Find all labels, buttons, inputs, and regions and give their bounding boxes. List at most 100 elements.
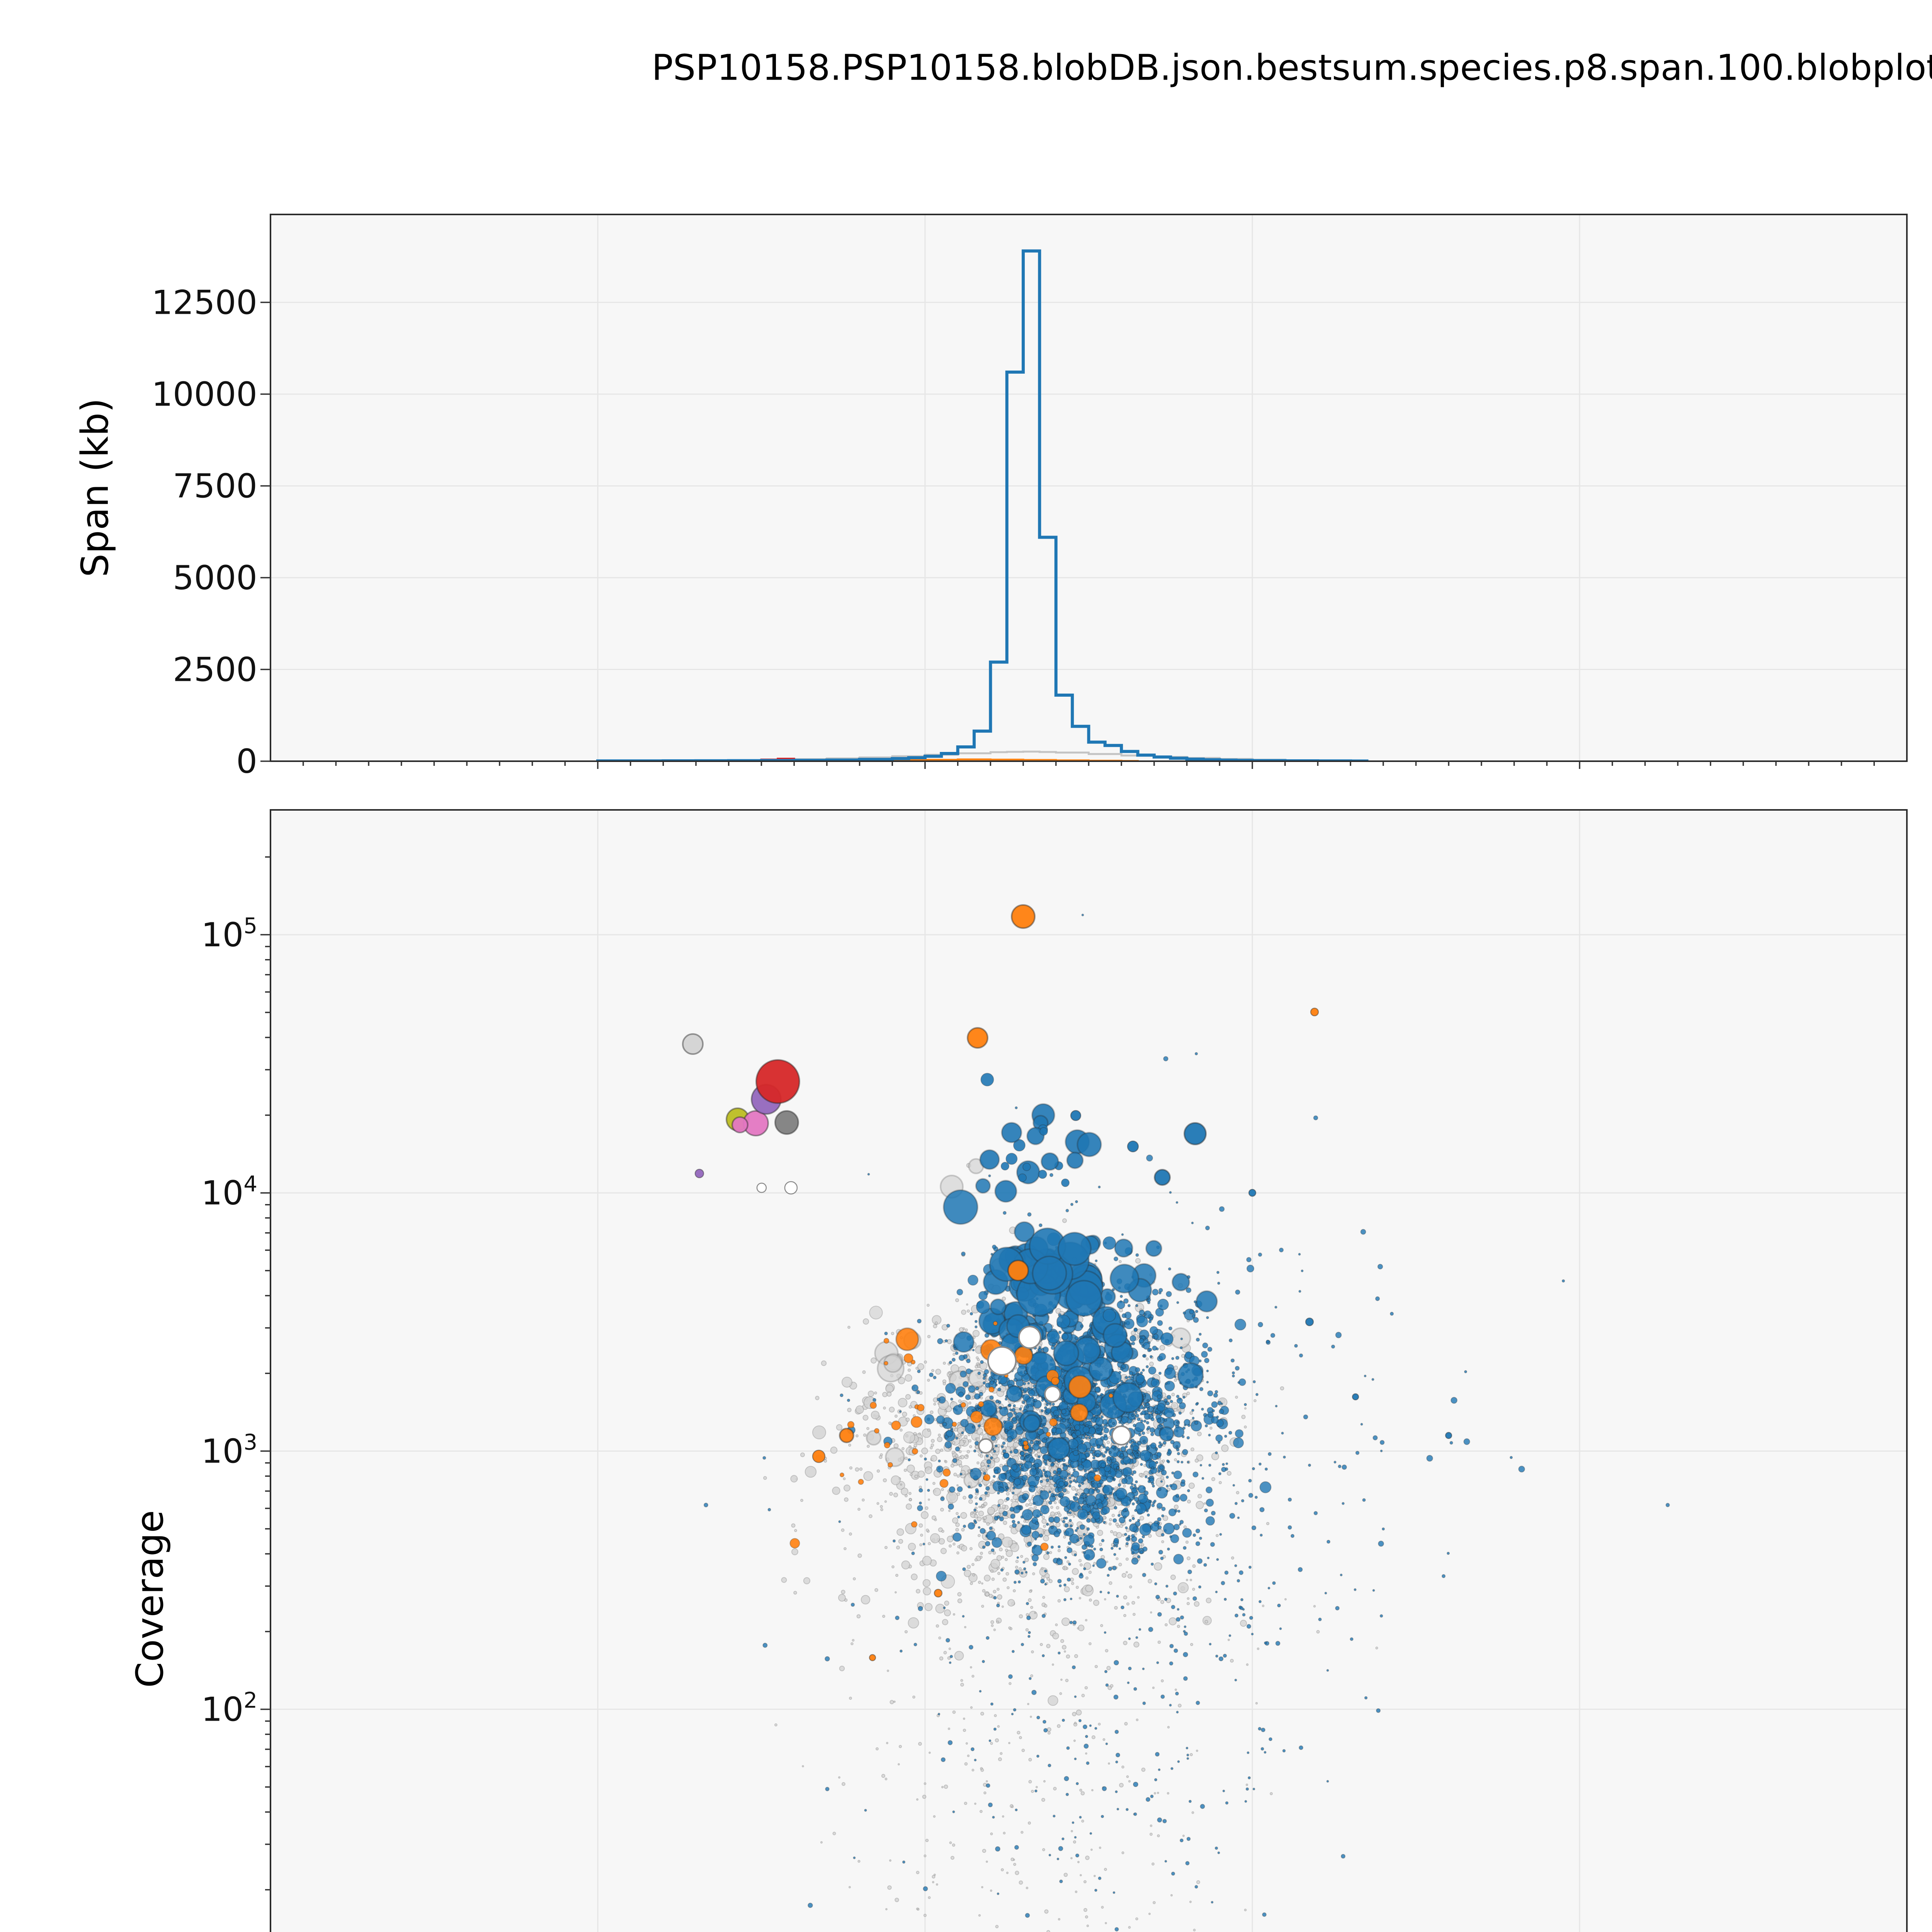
blob-point [1139, 1338, 1144, 1344]
blob-point [1020, 1455, 1025, 1461]
blob-point [1013, 1449, 1019, 1454]
blob-point [1195, 1402, 1199, 1406]
blob-point [1126, 1602, 1130, 1606]
blob-point [1131, 1517, 1135, 1520]
blob-point [1019, 1614, 1023, 1619]
blob-point [882, 1392, 888, 1397]
blob-point [1113, 1553, 1116, 1556]
blob-point [948, 1647, 951, 1650]
blob-point [1026, 1405, 1029, 1408]
blob-point [1170, 1574, 1176, 1580]
blob-point [1049, 1551, 1052, 1554]
blob-point [1027, 1703, 1029, 1705]
blob-point [1085, 1915, 1088, 1919]
blob-point [1144, 1413, 1151, 1420]
blob-point [916, 1871, 920, 1874]
blob-point [1239, 1606, 1244, 1611]
blob-point [931, 1369, 935, 1372]
blob-point [998, 1473, 1007, 1481]
blob-point [1141, 1335, 1146, 1340]
blob-point [1058, 1918, 1061, 1921]
blob-point [866, 1430, 882, 1446]
blob-point [995, 1846, 1000, 1852]
blob-point [1083, 1567, 1087, 1571]
blob-point [1221, 1467, 1226, 1472]
blob-point [981, 1504, 985, 1508]
blob-point [1129, 1371, 1133, 1376]
blob-point [1096, 1558, 1107, 1569]
blob-point [858, 1479, 864, 1485]
blob-point [1228, 1338, 1233, 1343]
blob-point [1183, 1546, 1187, 1550]
blob-point [1299, 1745, 1303, 1750]
blob-point [893, 1701, 896, 1703]
blob-point [1195, 1310, 1199, 1313]
tick-base: 10 [201, 1432, 243, 1471]
blob-point [1251, 1633, 1254, 1636]
blob-point [963, 1717, 966, 1720]
blob-point [1146, 1399, 1150, 1402]
blob-point [1195, 1528, 1201, 1534]
blob-point [1029, 1440, 1034, 1445]
blob-point [1129, 1523, 1138, 1532]
blob-point [1056, 1506, 1060, 1510]
blob-point [998, 1533, 1005, 1540]
blob-point [902, 1412, 907, 1417]
blob-point [1097, 1502, 1104, 1509]
blob-point [1156, 1394, 1162, 1400]
blob-point [1234, 1564, 1237, 1567]
blob-point [1031, 1531, 1040, 1539]
blob-point [898, 1398, 908, 1408]
blob-point [1088, 1356, 1114, 1382]
blob-point [1093, 1599, 1100, 1606]
blob-point [1062, 1458, 1066, 1462]
blob-point [1177, 1582, 1189, 1594]
blob-point [998, 1406, 1002, 1410]
blob-point [1000, 1752, 1003, 1755]
blob-point [889, 1406, 895, 1413]
blob-point [1005, 1153, 1018, 1165]
blob-point [963, 1440, 966, 1444]
blob-point [1173, 1470, 1182, 1480]
blob-point [1060, 1639, 1065, 1643]
blob-point [1033, 1398, 1038, 1403]
blob-point [1125, 1542, 1129, 1546]
blob-point [1073, 1739, 1076, 1742]
blob-point [951, 1357, 956, 1362]
blob-point [1094, 1382, 1098, 1386]
blob-point [1066, 1406, 1070, 1410]
blob-point [1071, 1821, 1075, 1824]
blob-point [978, 1453, 981, 1457]
blob-point [987, 1464, 990, 1468]
blob-point [1192, 1596, 1197, 1601]
blob-point [1067, 1541, 1072, 1546]
blob-point [918, 1485, 922, 1489]
blob-point [1164, 1623, 1168, 1627]
blob-point [889, 1492, 893, 1496]
blob-point [905, 1374, 912, 1382]
blob-point [1225, 1801, 1229, 1805]
blob-point [1108, 1762, 1110, 1765]
blob-point [959, 1464, 963, 1468]
blob-point [1133, 1613, 1136, 1616]
blob-point [1079, 1572, 1083, 1576]
blob-point [1174, 1688, 1177, 1691]
blob-point [1245, 1783, 1248, 1786]
blob-point [1192, 1588, 1195, 1591]
blob-point [918, 1742, 922, 1746]
blob-point [1190, 1420, 1202, 1432]
blob-point [848, 1886, 851, 1889]
blob-point [1015, 1560, 1019, 1563]
blob-point [956, 1551, 960, 1555]
blob-point [1077, 1492, 1080, 1495]
blob-point [994, 1444, 998, 1448]
blob-point-agrocybe [839, 1428, 854, 1443]
blob-point [1266, 1522, 1270, 1526]
blob-point [1157, 1834, 1160, 1837]
blob-point [1099, 1479, 1104, 1485]
blob-point [927, 1304, 930, 1307]
blob-point [1036, 1428, 1044, 1435]
blob-point [1050, 1511, 1055, 1517]
blob-point [927, 1498, 930, 1501]
blob-point [1135, 1503, 1147, 1514]
